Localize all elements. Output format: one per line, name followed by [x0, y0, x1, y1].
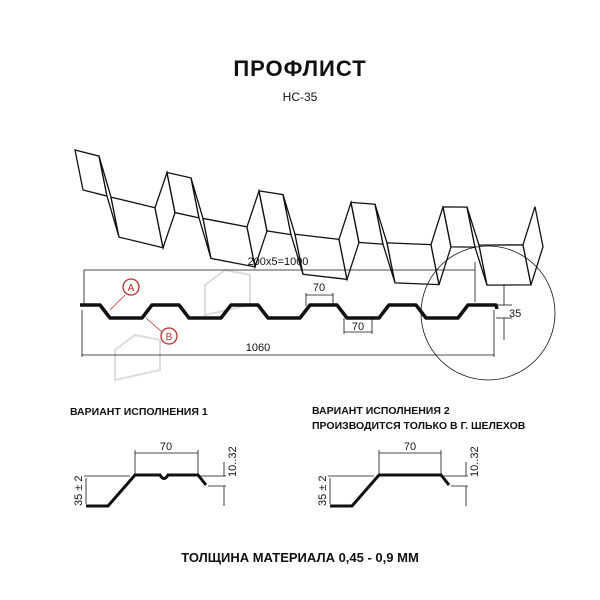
- profile-section: 200x5=1000 1060 70 70 35 A B: [80, 245, 556, 381]
- sheet-facet: [478, 244, 532, 286]
- marker-a-label: A: [128, 283, 135, 294]
- variant1-detail: 70 35 ± 2 10..32: [73, 441, 239, 508]
- v1-dim-height: 35 ± 2: [73, 475, 85, 506]
- profile-line: [80, 303, 499, 320]
- dimension-lines: [81, 245, 556, 381]
- variant2-label: ВАРИАНТ ИСПОЛНЕНИЯ 2: [312, 405, 450, 417]
- dim-total: 1060: [246, 342, 270, 354]
- variant1-label: ВАРИАНТ ИСПОЛНЕНИЯ 1: [70, 406, 208, 418]
- sheet-facet: [386, 242, 440, 286]
- v2-dim-width: 70: [404, 441, 416, 453]
- dim-period: 200x5=1000: [248, 256, 309, 268]
- v1-dim-edge: 10..32: [227, 446, 239, 477]
- v2-dim-height: 35 ± 2: [317, 475, 329, 506]
- dim-height: 35: [509, 308, 521, 320]
- variant2-note: ПРОИЗВОДИТСЯ ТОЛЬКО В Г. ШЕЛЕХОВ: [312, 420, 526, 432]
- variant2-detail: 70 35 ± 2 10..32: [317, 441, 481, 508]
- marker-a: A: [109, 278, 140, 311]
- material-thickness: ТОЛЩИНА МАТЕРИАЛА 0,45 - 0,9 ММ: [181, 550, 419, 565]
- v1-dim-width: 70: [160, 441, 172, 453]
- sheet-3d-view: [74, 149, 544, 286]
- dim-top-width: 70: [313, 282, 325, 294]
- sheet-facet: [522, 206, 544, 286]
- page-title: ПРОФЛИСТ: [233, 56, 367, 81]
- v2-dim-edge: 10..32: [469, 446, 481, 477]
- marker-b: B: [145, 317, 178, 345]
- model-subtitle: НС-35: [282, 90, 318, 104]
- marker-b-label: B: [166, 332, 173, 343]
- sheet-facet: [110, 196, 164, 249]
- dim-bottom-width: 70: [352, 321, 364, 333]
